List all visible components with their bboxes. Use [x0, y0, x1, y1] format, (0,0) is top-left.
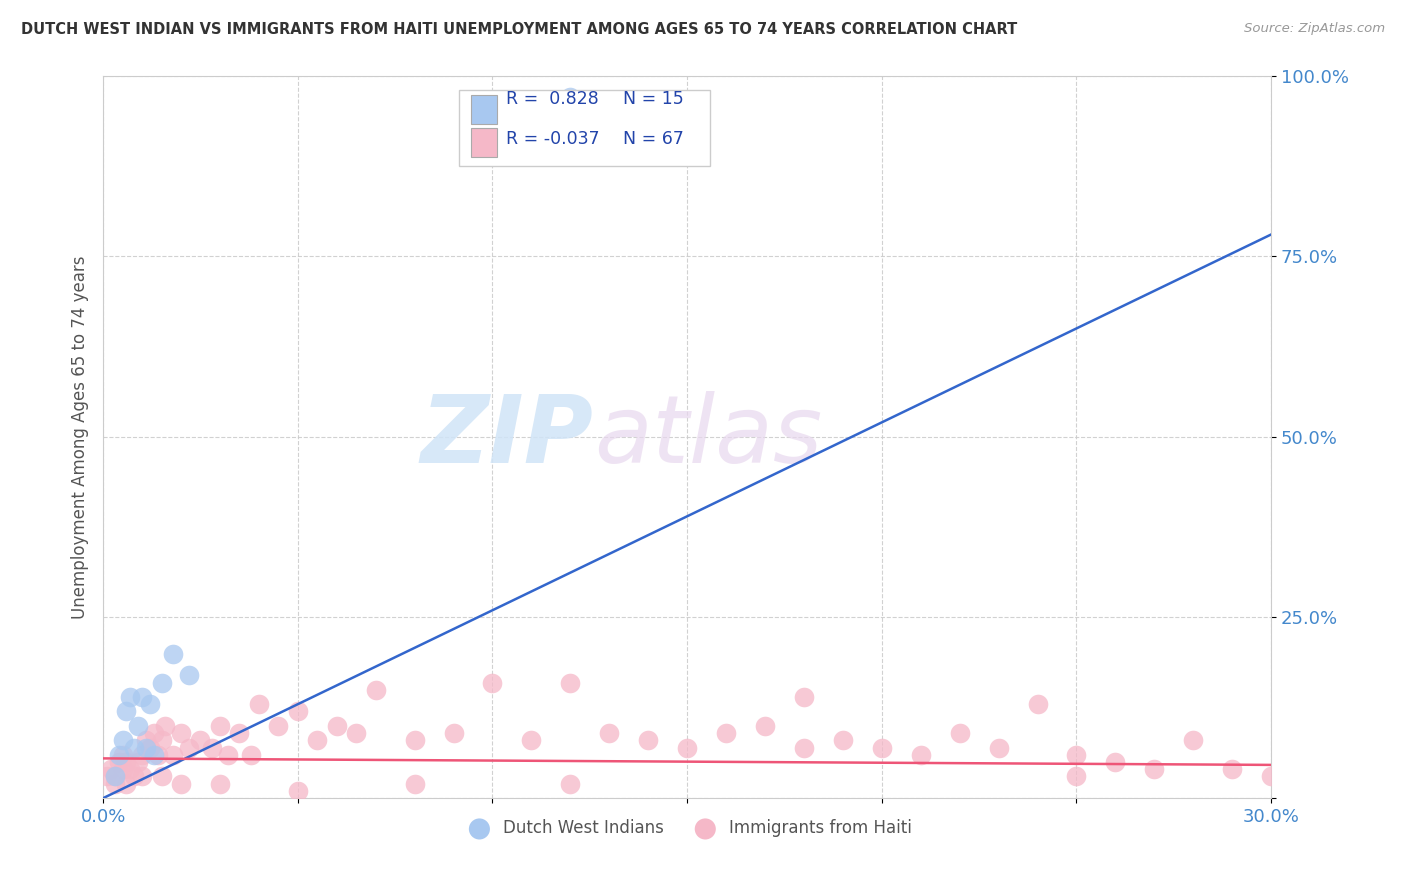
- Point: [131, 690, 153, 704]
- Point: [131, 769, 153, 783]
- Legend: Dutch West Indians, Immigrants from Haiti: Dutch West Indians, Immigrants from Hait…: [456, 813, 918, 844]
- Point: [247, 697, 270, 711]
- Point: [831, 733, 853, 747]
- Point: [139, 740, 162, 755]
- Point: [1066, 747, 1088, 762]
- Point: [150, 733, 173, 747]
- Point: [1066, 769, 1088, 783]
- Point: [124, 769, 146, 783]
- Point: [754, 719, 776, 733]
- Point: [120, 762, 142, 776]
- Point: [598, 726, 620, 740]
- Point: [404, 733, 426, 747]
- Point: [162, 647, 184, 661]
- Point: [325, 719, 347, 733]
- Point: [208, 719, 231, 733]
- Text: ZIP: ZIP: [420, 391, 593, 483]
- Point: [793, 690, 815, 704]
- Text: R = -0.037: R = -0.037: [506, 129, 600, 148]
- Point: [1220, 762, 1243, 776]
- Point: [949, 726, 972, 740]
- Point: [96, 769, 118, 783]
- Point: [267, 719, 290, 733]
- Point: [127, 719, 149, 733]
- Point: [162, 747, 184, 762]
- Point: [987, 740, 1010, 755]
- Text: DUTCH WEST INDIAN VS IMMIGRANTS FROM HAITI UNEMPLOYMENT AMONG AGES 65 TO 74 YEAR: DUTCH WEST INDIAN VS IMMIGRANTS FROM HAI…: [21, 22, 1018, 37]
- Point: [150, 769, 173, 783]
- Point: [142, 726, 165, 740]
- Point: [150, 675, 173, 690]
- Point: [146, 747, 169, 762]
- Point: [560, 90, 582, 104]
- Point: [1104, 755, 1126, 769]
- Point: [190, 733, 212, 747]
- Point: [104, 777, 127, 791]
- Point: [520, 733, 543, 747]
- Text: N = 67: N = 67: [623, 129, 683, 148]
- Point: [170, 726, 193, 740]
- Point: [111, 747, 134, 762]
- Point: [637, 733, 659, 747]
- Point: [131, 747, 153, 762]
- Point: [1143, 762, 1166, 776]
- Point: [115, 705, 138, 719]
- Point: [1026, 697, 1049, 711]
- Point: [344, 726, 367, 740]
- Point: [111, 733, 134, 747]
- Point: [228, 726, 250, 740]
- Point: [201, 740, 224, 755]
- Point: [177, 668, 200, 682]
- Point: [170, 777, 193, 791]
- Point: [404, 777, 426, 791]
- Point: [120, 690, 142, 704]
- Point: [793, 740, 815, 755]
- Text: N = 15: N = 15: [623, 90, 683, 108]
- Point: [135, 733, 157, 747]
- Point: [287, 784, 309, 798]
- Point: [142, 747, 165, 762]
- Point: [287, 705, 309, 719]
- Bar: [471, 128, 496, 157]
- Point: [107, 747, 129, 762]
- Point: [135, 740, 157, 755]
- Point: [104, 769, 127, 783]
- Text: atlas: atlas: [593, 392, 823, 483]
- Point: [155, 719, 177, 733]
- Point: [307, 733, 329, 747]
- Point: [107, 755, 129, 769]
- Point: [100, 762, 122, 776]
- Text: R =  0.828: R = 0.828: [506, 90, 599, 108]
- Point: [560, 675, 582, 690]
- Point: [676, 740, 699, 755]
- Point: [139, 697, 162, 711]
- Point: [177, 740, 200, 755]
- Text: Source: ZipAtlas.com: Source: ZipAtlas.com: [1244, 22, 1385, 36]
- Point: [111, 762, 134, 776]
- Bar: [471, 95, 496, 124]
- Y-axis label: Unemployment Among Ages 65 to 74 years: Unemployment Among Ages 65 to 74 years: [72, 255, 89, 618]
- Point: [127, 755, 149, 769]
- Point: [115, 755, 138, 769]
- Point: [443, 726, 465, 740]
- Point: [560, 777, 582, 791]
- Point: [115, 777, 138, 791]
- Point: [1182, 733, 1205, 747]
- Point: [104, 769, 127, 783]
- Point: [481, 675, 503, 690]
- Point: [364, 682, 387, 697]
- Point: [1260, 769, 1282, 783]
- Point: [217, 747, 239, 762]
- Point: [124, 740, 146, 755]
- Point: [870, 740, 893, 755]
- Point: [240, 747, 263, 762]
- Point: [910, 747, 932, 762]
- Point: [714, 726, 737, 740]
- FancyBboxPatch shape: [460, 90, 710, 166]
- Point: [208, 777, 231, 791]
